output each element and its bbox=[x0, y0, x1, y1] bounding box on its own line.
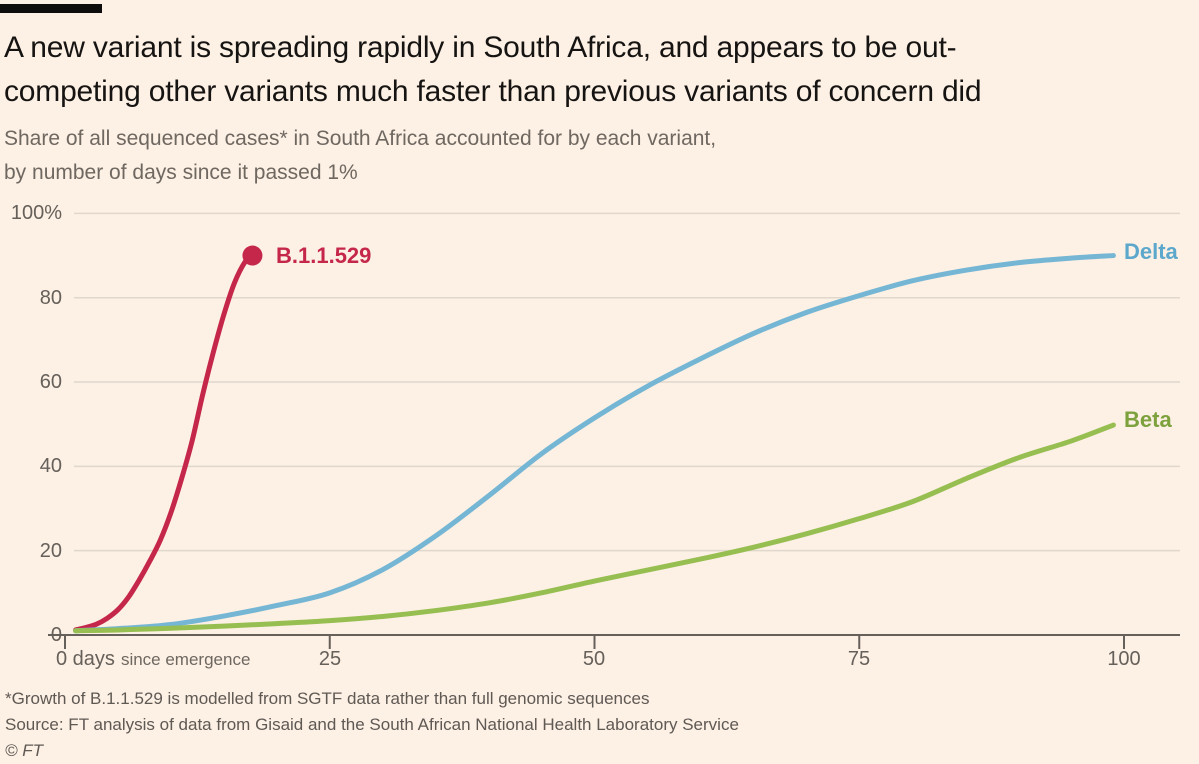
x-tick-label-75: 75 bbox=[847, 648, 871, 670]
chart-subtitle-line-1: Share of all sequenced cases* in South A… bbox=[4, 127, 717, 150]
x-tick-label-50: 50 bbox=[582, 648, 606, 670]
x-axis-label-suffix: since emergence bbox=[120, 650, 251, 669]
series-line-b-1-1-529 bbox=[73, 253, 255, 633]
ft-brand-bar bbox=[0, 4, 102, 13]
y-tick-label-60: 60 bbox=[39, 371, 62, 393]
x-tick-label-0: 0 days bbox=[56, 648, 115, 670]
y-tick-label-40: 40 bbox=[39, 455, 62, 477]
series-line-beta bbox=[73, 422, 1116, 634]
series-label-delta: Delta bbox=[1124, 239, 1178, 264]
chart-subtitle: Share of all sequenced cases* in South A… bbox=[4, 122, 716, 190]
y-tick-label-20: 20 bbox=[39, 540, 62, 562]
ft-copyright: © FT bbox=[5, 741, 44, 760]
y-tick-label-0: 0 bbox=[50, 624, 62, 646]
footnote: *Growth of B.1.1.529 is modelled from SG… bbox=[5, 689, 650, 708]
series-end-dot-b-1-1-529 bbox=[242, 245, 263, 266]
chart-title: A new variant is spreading rapidly in So… bbox=[4, 26, 982, 114]
x-axis-label-origin: 0 days since emergence bbox=[56, 648, 250, 671]
chart-title-line-2: competing other variants much faster tha… bbox=[4, 75, 982, 108]
series-label-beta: Beta bbox=[1124, 407, 1172, 432]
chart-subtitle-line-2: by number of days since it passed 1% bbox=[4, 161, 358, 184]
x-tick-label-100: 100 bbox=[1107, 648, 1141, 670]
series-label-b-1-1-529: B.1.1.529 bbox=[276, 243, 372, 268]
x-tick-label-25: 25 bbox=[318, 648, 342, 670]
y-tick-label-100: 100% bbox=[10, 202, 62, 224]
y-tick-label-80: 80 bbox=[39, 287, 62, 309]
series-line-delta bbox=[73, 253, 1116, 634]
chart-title-line-1: A new variant is spreading rapidly in So… bbox=[4, 31, 957, 64]
chart-footer: *Growth of B.1.1.529 is modelled from SG… bbox=[5, 686, 739, 764]
source-line: Source: FT analysis of data from Gisaid … bbox=[5, 715, 739, 734]
